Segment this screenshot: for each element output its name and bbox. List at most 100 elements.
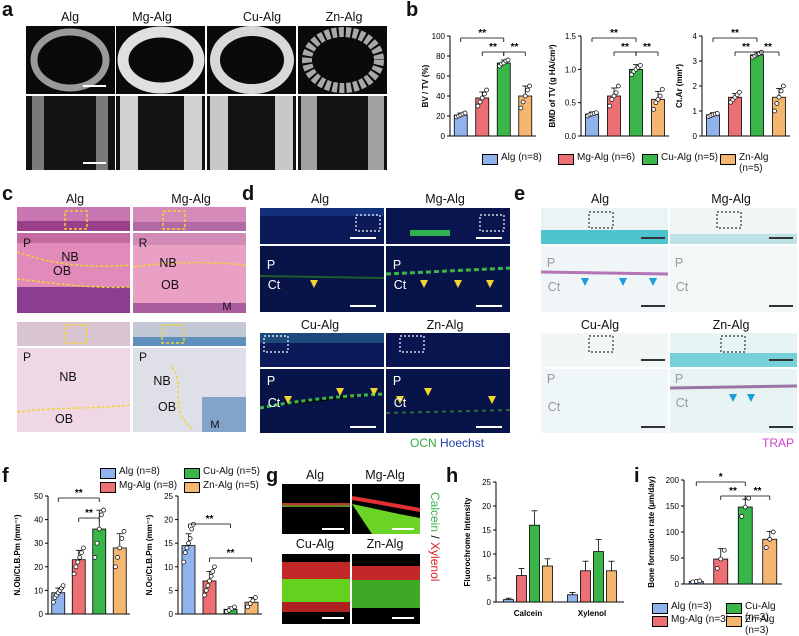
panel-e-group-label-mg: Mg-Alg [711,192,751,206]
he-label-p-3: P [22,350,31,364]
significance-label: ** [85,508,93,519]
y-tick-label: 20 [34,563,43,572]
y-axis-label: BMD of TV (g HA/cm³) [548,44,557,127]
panel-c-group-label-mg: Mg-Alg [171,192,211,206]
bar [580,570,591,603]
y-tick-label: 0 [693,132,698,141]
bar [503,599,514,603]
significance-label: ** [206,514,214,525]
he-label-m-4: M [210,419,220,431]
data-point [475,103,481,109]
he-label-ob: OB [52,264,72,278]
bar [529,524,540,603]
chart-n-oc: 0 5 10 15 20 25 N.Oc/Ct.B.Pm (mm⁻¹) ** ** [145,492,262,619]
panel-g-group-label-zn: Zn-Alg [366,537,404,551]
data-point [742,504,748,510]
y-tick-label: 15 [482,526,491,535]
y-axis-label: Fluorochrome Intensity [463,497,472,586]
panel-label-h: h [446,465,459,487]
legend-label: Mg-Alg (n=6) [577,152,636,163]
data-point [520,99,526,105]
calcein-xylenol-images [282,484,421,624]
data-point [477,99,483,105]
data-point [518,105,524,111]
y-tick-label: 15 [164,539,173,548]
legend-swatch [652,616,668,627]
significance-label: ** [610,28,618,39]
data-point [92,555,98,560]
legend-swatch [184,468,200,479]
panel-e-group-label-cu: Cu-Alg [580,318,620,332]
legend-swatch [726,616,742,627]
data-point [184,545,190,551]
y-tick-label: 1 [693,107,698,116]
y-axis-label: N.Ob/Ct.B.Pm (mm⁻¹) [13,514,22,595]
y-tick-label: 4 [693,32,698,41]
panel-g-group-label-alg: Alg [305,468,325,482]
data-point [96,526,102,532]
trap-stain-images [541,208,797,433]
trap-label-ct-4: Ct [675,396,689,410]
y-axis-label: Ct.Ar (mm²) [675,64,684,108]
panel-e-group-label-zn: Zn-Alg [712,318,750,332]
data-point [659,86,665,92]
panel-a-group-label-alg: Alg [60,10,80,24]
panel-d-group-label-cu: Cu-Alg [300,318,340,332]
bar [629,68,643,137]
trap-label-ct: Ct [547,280,561,294]
legend-label: Cu-Alg (n=5) [203,466,260,477]
stain-hoechst: Hoechst [440,436,485,450]
y-tick-label: 0 [441,132,446,141]
chart-fluorochrome: 0 5 10 15 20 25 Fluorochrome Intensity Calcein X… [463,478,624,618]
legend-label: Cu-Alg (n=5) [661,152,718,163]
data-point [205,583,211,589]
data-point [79,550,84,555]
y-tick-label: 30 [34,539,43,548]
legend-label: Mg-Alg (n=3) [671,614,730,625]
y-tick-label: 10 [482,550,491,559]
legend-swatch [652,603,668,614]
he-label-nb: NB [61,250,79,264]
panel-label-b: b [406,0,419,21]
data-point [245,604,250,610]
data-point [484,87,489,93]
panel-label-f: f [2,465,9,487]
data-point [187,536,193,541]
data-point [525,87,530,93]
data-point [763,545,769,550]
y-tick-label: 40 [34,516,43,525]
bar [593,551,604,603]
data-point [609,96,615,102]
panel-a-group-label-mg: Mg-Alg [132,10,172,24]
y-tick-label: 25 [482,478,491,487]
data-point [189,526,195,532]
he-label-nb-2: NB [159,256,177,270]
panel-g-stain-legend: Calcein / Xylenol [428,492,442,581]
data-point [657,93,663,99]
data-point [651,106,657,112]
ocn-label-p-4: P [392,374,402,388]
trap-label-p: P [546,256,556,270]
data-point [113,564,118,570]
y-tick-label: 0.5 [565,99,577,108]
ocn-label-p-3: P [266,374,276,388]
ocn-label-ct: Ct [267,278,281,292]
he-label-r: R [138,236,148,250]
data-point [718,556,724,562]
panel-label-g: g [266,465,279,487]
legend-label: Mg-Alg (n=8) [119,480,178,491]
data-point [203,588,209,593]
he-label-ob-3: OB [54,412,74,426]
data-point [462,110,468,116]
data-point [613,90,619,96]
panel-c-group-label-alg: Alg [65,192,85,206]
y-tick-label: 200 [666,476,680,485]
x-group-label: Calcein [514,609,543,618]
legend-label: Zn-Alg (n=3) [745,614,775,636]
data-point [714,566,720,571]
y-tick-label: 3 [693,57,698,66]
stain-calcein: Calcein [428,492,442,533]
legend-swatch [100,482,116,493]
data-point [739,514,745,519]
